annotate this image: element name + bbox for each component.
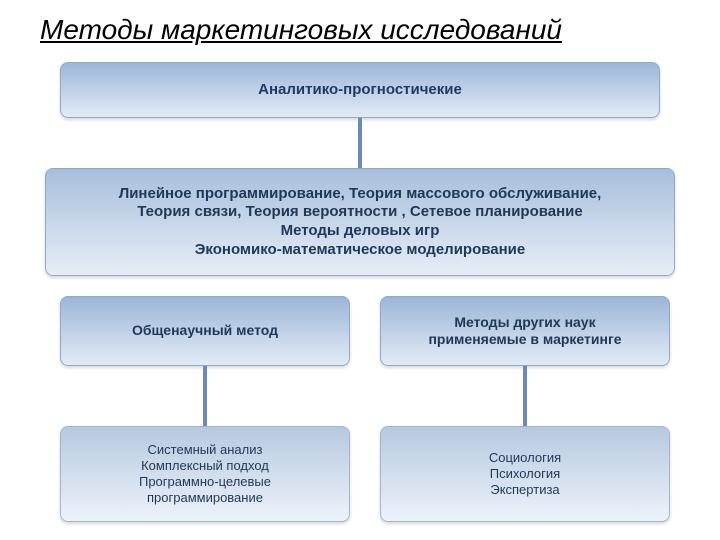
node-other-sciences: Методы других наук применяемые в маркети… <box>380 296 670 366</box>
diagram-canvas: Методы маркетинговых исследований Аналит… <box>0 0 720 540</box>
node-analytic-prognostic: Аналитико-прогностичекие <box>60 62 660 118</box>
connector-right <box>523 366 527 426</box>
node-methods-list: Линейное программирование, Теория массов… <box>45 168 675 276</box>
node-system-analysis: Системный анализ Комплексный подход Прог… <box>60 426 350 522</box>
node-label: Общенаучный метод <box>132 322 278 340</box>
node-label: Линейное программирование, Теория массов… <box>119 185 602 260</box>
node-label: Аналитико-прогностичекие <box>258 81 462 100</box>
connector-top-to-wide <box>358 118 362 168</box>
node-general-scientific: Общенаучный метод <box>60 296 350 366</box>
node-label: Системный анализ Комплексный подход Прог… <box>139 442 271 507</box>
node-label: Методы других наук применяемые в маркети… <box>428 314 621 349</box>
connector-left <box>203 366 207 426</box>
page-title: Методы маркетинговых исследований <box>40 14 562 46</box>
node-sociology: Социология Психология Экспертиза <box>380 426 670 522</box>
node-label: Социология Психология Экспертиза <box>489 450 561 499</box>
